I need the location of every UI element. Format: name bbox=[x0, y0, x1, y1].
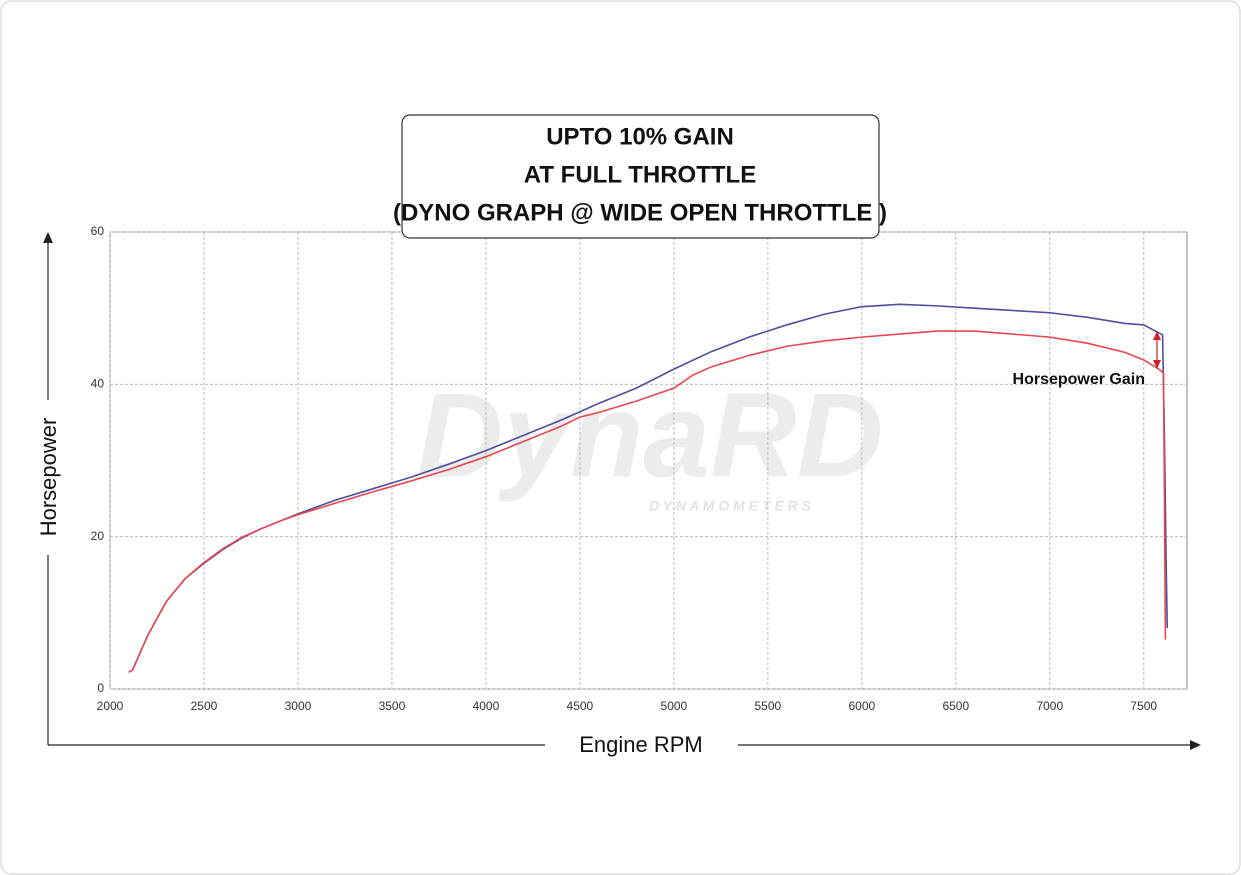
annotation: Horsepower Gain bbox=[1013, 371, 1145, 388]
arrow-head bbox=[1190, 740, 1201, 750]
watermark-sub: D Y N A M O M E T E R S bbox=[649, 498, 811, 514]
y-tick-label: 20 bbox=[91, 529, 105, 543]
line-series bbox=[128, 330, 1167, 673]
watermark-logo: DynaRD bbox=[417, 369, 884, 503]
x-tick-label: 3000 bbox=[285, 699, 312, 713]
title-box bbox=[401, 114, 880, 239]
x-axis-label: Engine RPM bbox=[579, 732, 703, 757]
x-tick-label: 4500 bbox=[567, 699, 594, 713]
x-tick-label: 3500 bbox=[379, 699, 406, 713]
y-tick-label: 60 bbox=[91, 224, 105, 238]
y-tick-label: 40 bbox=[91, 377, 105, 391]
x-tick-label: 2000 bbox=[97, 699, 124, 713]
x-tick-label: 6500 bbox=[942, 699, 969, 713]
gain-arrow-head bbox=[1153, 331, 1161, 340]
x-tick-label: 7000 bbox=[1036, 699, 1063, 713]
x-tick-label: 4000 bbox=[473, 699, 500, 713]
arrow-head bbox=[43, 232, 53, 243]
chart-title: UPTO 10% GAIN bbox=[546, 123, 734, 150]
x-tick-label: 6000 bbox=[848, 699, 875, 713]
chart-title: (DYNO GRAPH @ WIDE OPEN THROTTLE ) bbox=[393, 199, 887, 226]
x-tick-label: 2500 bbox=[191, 699, 218, 713]
y-tick-label: 0 bbox=[97, 681, 104, 695]
x-tick-label: 5500 bbox=[755, 699, 782, 713]
x-tick-label: 5000 bbox=[661, 699, 688, 713]
gain-arrow-head bbox=[1153, 360, 1161, 369]
chart-title: AT FULL THROTTLE bbox=[524, 161, 756, 188]
watermark: DynaRD D Y N A M O M E T E R S bbox=[417, 369, 884, 514]
y-axis-label: Horsepower bbox=[36, 418, 61, 537]
x-tick-label: 7500 bbox=[1130, 699, 1157, 713]
